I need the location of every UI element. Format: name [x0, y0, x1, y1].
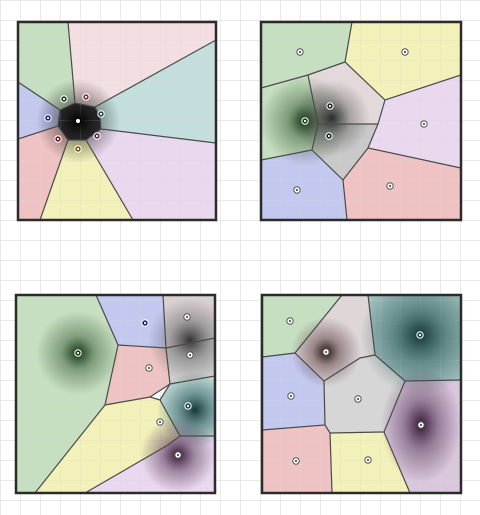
site-point-center	[356, 397, 360, 401]
panel-frame	[260, 293, 463, 495]
site-point-center	[298, 50, 302, 54]
site-point-center	[76, 351, 80, 355]
voronoi-edges	[261, 22, 461, 220]
site-point-center	[84, 95, 88, 99]
panel-frame	[14, 293, 217, 495]
site-point-center	[99, 112, 103, 116]
site-point-center	[95, 134, 99, 138]
site-point-center	[147, 366, 151, 370]
site-point-center	[76, 147, 80, 151]
panel-bottom-left	[14, 293, 217, 495]
voronoi-edges	[34, 295, 215, 493]
site-point-center	[303, 119, 307, 123]
site-point-center	[185, 315, 189, 319]
site-point-center	[418, 333, 422, 337]
site-point-center	[186, 404, 190, 408]
site-point-center	[366, 458, 370, 462]
site-point-center	[324, 350, 328, 354]
site-point-center-dark	[74, 117, 82, 125]
site-point-center	[56, 137, 60, 141]
site-point-center	[388, 184, 392, 188]
voronoi-edges	[262, 295, 461, 493]
panel-top-left	[16, 20, 218, 222]
site-point-center	[143, 321, 147, 325]
site-point-center	[188, 353, 192, 357]
site-point-center	[419, 423, 423, 427]
site-point-center	[403, 50, 407, 54]
site-point-center	[158, 420, 162, 424]
density-glow-teal	[360, 295, 461, 395]
panel-frame	[16, 20, 218, 222]
panel-bottom-right	[260, 293, 463, 495]
site-point-center	[295, 188, 299, 192]
panel-top-right	[259, 20, 463, 222]
site-point-center	[328, 104, 332, 108]
site-points	[44, 93, 105, 153]
site-points	[286, 317, 425, 465]
site-point-center	[294, 459, 298, 463]
site-point-center	[288, 319, 292, 323]
site-point-center	[46, 116, 50, 120]
site-point-center	[422, 122, 426, 126]
site-point-center	[327, 134, 331, 138]
site-point-center	[289, 394, 293, 398]
panel-frame	[259, 20, 463, 222]
site-points	[293, 48, 428, 194]
site-point-center	[62, 97, 66, 101]
site-points	[74, 313, 194, 459]
voronoi-edges	[18, 22, 216, 220]
site-point-center	[176, 453, 180, 457]
